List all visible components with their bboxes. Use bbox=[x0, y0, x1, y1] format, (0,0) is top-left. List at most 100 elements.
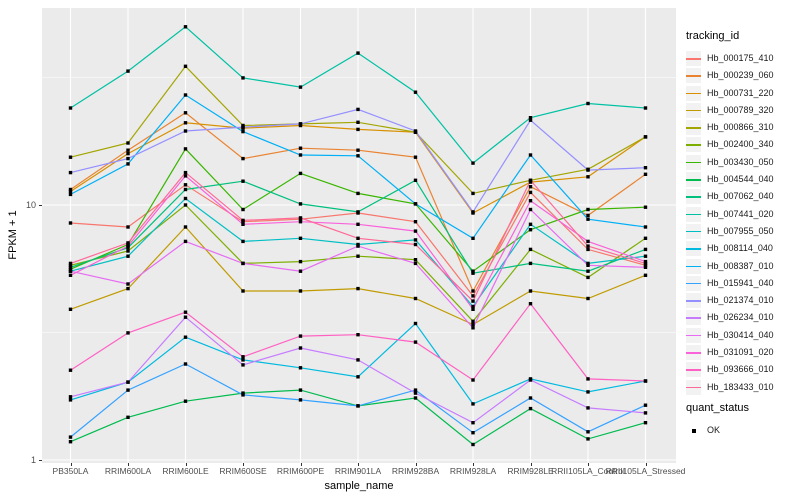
x-tick-label: RRIM600SE bbox=[219, 466, 267, 476]
plot-panel bbox=[42, 8, 676, 463]
legend-key-line bbox=[686, 334, 701, 337]
legend-key-swatch bbox=[686, 293, 701, 309]
legend-item-label: Hb_000789_320 bbox=[707, 104, 774, 115]
legend-key-swatch bbox=[686, 172, 701, 188]
legend-item-label: Hb_000731_220 bbox=[707, 87, 774, 98]
x-tick-label: RRIM901LA bbox=[334, 466, 382, 476]
x-tick-label: RRIM600LE bbox=[162, 466, 209, 476]
x-tick-mark bbox=[128, 463, 129, 466]
legend-item-label: Hb_000175_410 bbox=[707, 53, 774, 63]
legend-quant-status: quant_status OK bbox=[686, 402, 800, 439]
x-tick-mark bbox=[70, 463, 72, 466]
legend-item-Hb_003430_050: Hb_003430_050 bbox=[686, 154, 800, 171]
legend-key-line bbox=[686, 179, 701, 181]
legend-key-swatch bbox=[686, 51, 701, 66]
legend-item-Hb_000239_060: Hb_000239_060 bbox=[686, 67, 800, 84]
x-tick-label: RRII105LA_Stressed bbox=[605, 466, 686, 476]
legend-item-label: Hb_000239_060 bbox=[707, 70, 774, 81]
legend-key-line bbox=[686, 161, 701, 164]
legend-key-swatch bbox=[686, 154, 701, 170]
legend-key-line bbox=[686, 386, 701, 389]
legend-item-Hb_093666_010: Hb_093666_010 bbox=[686, 361, 800, 378]
legend-key-swatch bbox=[686, 120, 701, 136]
legend-key-swatch bbox=[686, 189, 701, 205]
legend-item-Hb_031091_020: Hb_031091_020 bbox=[686, 344, 800, 361]
x-tick-label: RRIM928LA bbox=[449, 466, 497, 476]
legend-item-Hb_015941_040: Hb_015941_040 bbox=[686, 275, 800, 292]
x-tick-mark bbox=[243, 463, 244, 466]
x-axis-title: sample_name bbox=[324, 480, 394, 492]
legend-item-label: Hb_026234_010 bbox=[707, 312, 774, 323]
legend-key-line bbox=[686, 127, 701, 129]
legend-item-label: Hb_008387_010 bbox=[707, 260, 774, 271]
legend-item-label: Hb_031091_020 bbox=[707, 347, 774, 358]
legend-key-line bbox=[686, 75, 701, 77]
legend-tracking-id: tracking_id Hb_000175_410 Hb_000239_060 Hb… bbox=[686, 30, 800, 396]
legend-key-swatch bbox=[686, 275, 701, 291]
y-axis-title: FPKM + 1 bbox=[7, 210, 19, 260]
x-tick-label: RRIM928BA bbox=[391, 466, 440, 476]
legend-item-label: Hb_007955_050 bbox=[707, 225, 774, 236]
legend-item-Hb_026234_010: Hb_026234_010 bbox=[686, 309, 800, 326]
legend-key-swatch bbox=[686, 223, 701, 239]
legend-item-Hb_008114_040: Hb_008114_040 bbox=[686, 240, 800, 257]
legend-item-Hb_000866_310: Hb_000866_310 bbox=[686, 119, 800, 136]
legend-key-line bbox=[686, 369, 701, 371]
legend-key-swatch bbox=[686, 206, 701, 222]
quant-legend-item: OK bbox=[686, 422, 800, 439]
y-tick-label: 1 bbox=[30, 455, 36, 465]
legend-key-swatch bbox=[686, 241, 701, 257]
legend-item-label: Hb_015941_040 bbox=[707, 277, 774, 288]
x-tick-label: RRIM600LA bbox=[104, 466, 152, 476]
legend-item-label: Hb_004544_040 bbox=[707, 174, 774, 185]
legend-key-line bbox=[686, 109, 701, 112]
legend-item-label: Hb_002400_340 bbox=[707, 139, 774, 150]
legend-item-Hb_021374_010: Hb_021374_010 bbox=[686, 292, 800, 309]
legend-item-Hb_030414_040: Hb_030414_040 bbox=[686, 327, 800, 344]
black-square-marker-icon bbox=[691, 428, 696, 433]
legend-item-label: Hb_003430_050 bbox=[707, 156, 774, 167]
legend-item-label: Hb_007441_020 bbox=[707, 208, 774, 219]
legend-key-line bbox=[686, 58, 701, 60]
legend-item-Hb_007441_020: Hb_007441_020 bbox=[686, 206, 800, 223]
legend-item-Hb_007062_040: Hb_007062_040 bbox=[686, 188, 800, 205]
x-tick-mark bbox=[530, 463, 532, 466]
x-tick-mark bbox=[185, 463, 187, 466]
legend-key-swatch bbox=[686, 379, 701, 395]
x-tick-mark bbox=[645, 463, 647, 466]
quant-legend-title: quant_status bbox=[686, 402, 749, 414]
legend-item-label: Hb_021374_010 bbox=[707, 295, 774, 306]
legend-item-Hb_183433_010: Hb_183433_010 bbox=[686, 379, 800, 396]
legend-key-swatch bbox=[686, 68, 701, 84]
legend-key-line bbox=[686, 352, 701, 354]
legend-key-line bbox=[686, 213, 701, 216]
x-tick-mark bbox=[588, 463, 589, 466]
legend-item-label: Hb_008114_040 bbox=[707, 243, 773, 254]
legend-item-label: Hb_000866_310 bbox=[707, 122, 774, 133]
gridlines bbox=[42, 8, 676, 463]
legend-key-swatch bbox=[686, 310, 701, 326]
legend-item-label: Hb_007062_040 bbox=[707, 191, 774, 202]
legend-key-line bbox=[686, 300, 701, 302]
legend-item-Hb_000789_320: Hb_000789_320 bbox=[686, 102, 800, 119]
legend-key-line bbox=[686, 230, 701, 233]
legend-key-line bbox=[686, 196, 701, 198]
x-tick-mark bbox=[358, 463, 359, 466]
y-tick-mark bbox=[39, 205, 42, 206]
legend-item-Hb_004544_040: Hb_004544_040 bbox=[686, 171, 800, 188]
legend-key-line bbox=[686, 92, 701, 95]
y-tick-mark bbox=[39, 460, 42, 461]
legend-key-line bbox=[686, 144, 701, 146]
legend-key-swatch bbox=[686, 258, 701, 274]
x-tick-label: PB350LA bbox=[52, 466, 89, 476]
x-tick-label: RRIM928LE bbox=[507, 466, 554, 476]
legend-key-line bbox=[686, 282, 701, 285]
legend-title: tracking_id bbox=[686, 30, 740, 42]
legend-key-line bbox=[686, 317, 701, 319]
x-tick-mark bbox=[473, 463, 474, 466]
legend-key-line bbox=[686, 265, 701, 268]
legend-key-swatch bbox=[686, 85, 701, 101]
legend-key-line bbox=[686, 248, 701, 250]
x-tick-label: RRII105LA_Control bbox=[551, 466, 625, 476]
y-tick-label: 10 bbox=[25, 200, 36, 210]
